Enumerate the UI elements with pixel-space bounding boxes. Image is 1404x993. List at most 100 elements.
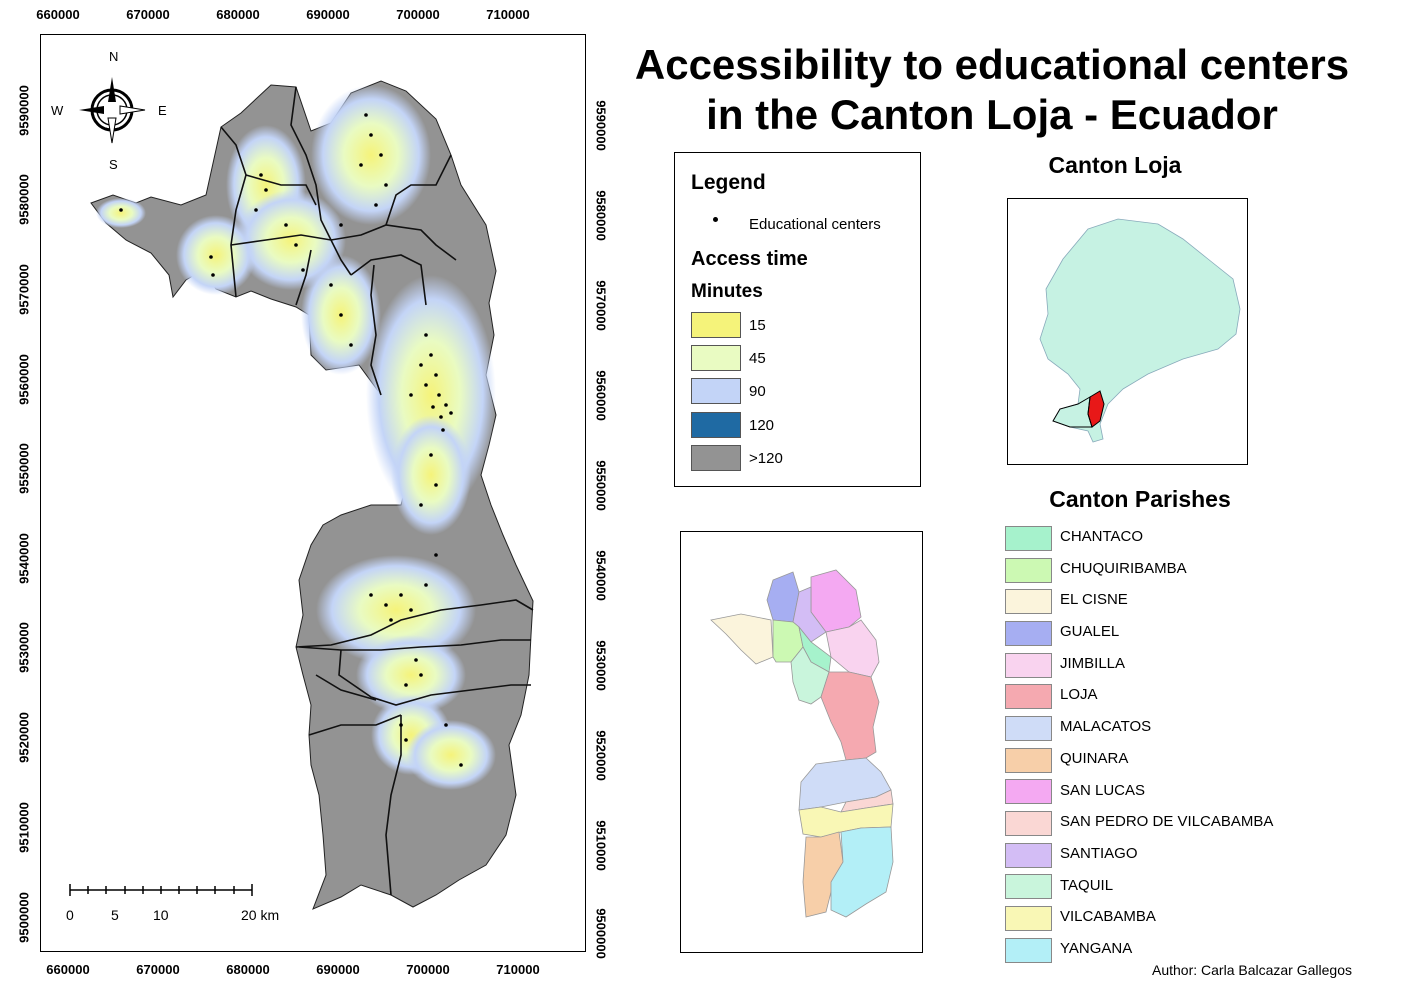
legend: Legend Educational centers Access time M… (674, 152, 921, 487)
y-tick: 9570000 (16, 264, 32, 315)
main-map-frame: N S W E 0 5 10 20 km (40, 34, 586, 952)
x-tick: 710000 (496, 962, 540, 977)
x-tick: 670000 (136, 962, 180, 977)
ecuador-shape (1039, 218, 1241, 443)
educational-center-symbol (713, 217, 718, 222)
parish-loja (820, 671, 880, 761)
parish-swatch (1005, 779, 1052, 804)
parish-swatch (1005, 843, 1052, 868)
parish-boundaries (220, 86, 534, 896)
map-title: Accessibility to educational centers in … (600, 40, 1384, 140)
x-tick: 700000 (406, 962, 450, 977)
parish-map (680, 531, 923, 953)
parish-swatch (1005, 621, 1052, 646)
y-tick: 9550000 (593, 460, 609, 511)
swatch-120 (691, 412, 741, 438)
y-tick: 9590000 (16, 85, 32, 136)
x-tick: 710000 (486, 7, 530, 22)
east-label: E (158, 103, 167, 118)
parishes-title: Canton Parishes (1049, 486, 1231, 512)
legend-title: Legend (691, 171, 766, 194)
parish-label: CHANTACO (1060, 528, 1144, 545)
y-tick: 9570000 (593, 280, 609, 331)
y-tick: 9550000 (16, 443, 32, 494)
access-time-title: Access time (691, 248, 808, 270)
parish-swatch (1005, 874, 1052, 899)
y-tick: 9520000 (16, 712, 32, 763)
y-tick: 9500000 (16, 892, 32, 943)
y-tick: 9520000 (593, 730, 609, 781)
y-tick: 9510000 (593, 820, 609, 871)
parish-label: GUALEL (1060, 623, 1120, 640)
parish-label: SAN PEDRO DE VILCABAMBA (1060, 813, 1274, 830)
parish-label: YANGANA (1060, 940, 1133, 957)
y-tick: 9500000 (593, 908, 609, 959)
y-tick: 9530000 (593, 640, 609, 691)
minutes-title: Minutes (691, 281, 763, 302)
label-gt120: >120 (749, 450, 783, 467)
educational-centers (119, 113, 463, 767)
author-credit: Author: Carla Balcazar Gallegos (1152, 962, 1352, 978)
swatch-gt120 (691, 445, 741, 471)
scale-label-5: 5 (111, 907, 119, 923)
title-line-1: Accessibility to educational centers (634, 41, 1350, 88)
parish-label: SAN LUCAS (1060, 782, 1146, 799)
label-120: 120 (749, 417, 775, 434)
label-90: 90 (749, 383, 766, 400)
x-tick: 700000 (396, 7, 440, 22)
south-label: S (109, 157, 118, 172)
x-tick: 690000 (306, 7, 350, 22)
y-tick: 9580000 (593, 190, 609, 241)
y-tick: 9540000 (16, 533, 32, 584)
x-tick: 680000 (226, 962, 270, 977)
title-line-2: in the Canton Loja - Ecuador (706, 91, 1278, 138)
x-tick: 670000 (126, 7, 170, 22)
scale-label-0: 0 (66, 907, 74, 923)
scale-label-10: 10 (153, 907, 169, 923)
y-tick: 9510000 (16, 802, 32, 853)
y-tick: 9560000 (16, 354, 32, 405)
parish-label: VILCABAMBA (1060, 908, 1156, 925)
x-tick: 690000 (316, 962, 360, 977)
ecuador-map (1039, 218, 1241, 443)
parish-map-svg (710, 569, 894, 918)
parish-label: JIMBILLA (1060, 655, 1126, 672)
swatch-45 (691, 345, 741, 371)
parish-swatch (1005, 558, 1052, 583)
x-tick: 660000 (46, 962, 90, 977)
parish-swatch (1005, 938, 1052, 963)
x-tick: 680000 (216, 7, 260, 22)
y-tick: 9530000 (16, 622, 32, 673)
parish-jimbilla (825, 619, 880, 678)
north-arrow (79, 77, 146, 144)
parish-swatch (1005, 526, 1052, 551)
swatch-15 (691, 312, 741, 338)
scale-label-20: 20 km (241, 907, 279, 923)
inset-title: Canton Loja (1048, 152, 1182, 178)
parish-swatch (1005, 684, 1052, 709)
label-15: 15 (749, 317, 766, 334)
scale-bar (69, 884, 253, 896)
swatch-90 (691, 378, 741, 404)
y-tick: 9540000 (593, 550, 609, 601)
main-map: N S W E 0 5 10 20 km (51, 49, 534, 923)
label-45: 45 (749, 350, 766, 367)
parish-el-cisne (710, 613, 774, 665)
parish-swatch (1005, 748, 1052, 773)
y-tick: 9580000 (16, 174, 32, 225)
parish-swatch (1005, 589, 1052, 614)
north-label: N (109, 49, 118, 64)
parish-label: TAQUIL (1060, 877, 1114, 894)
parish-swatch (1005, 811, 1052, 836)
parish-yangana (830, 826, 894, 918)
legend-point-label: Educational centers (749, 216, 881, 233)
parish-label: CHUQUIRIBAMBA (1060, 560, 1187, 577)
west-label: W (51, 103, 64, 118)
inset-map (1007, 198, 1248, 465)
parish-label: SANTIAGO (1060, 845, 1138, 862)
parish-swatch (1005, 906, 1052, 931)
y-tick: 9560000 (593, 370, 609, 421)
x-tick: 660000 (36, 7, 80, 22)
parish-swatch (1005, 653, 1052, 678)
parish-label: MALACATOS (1060, 718, 1152, 735)
